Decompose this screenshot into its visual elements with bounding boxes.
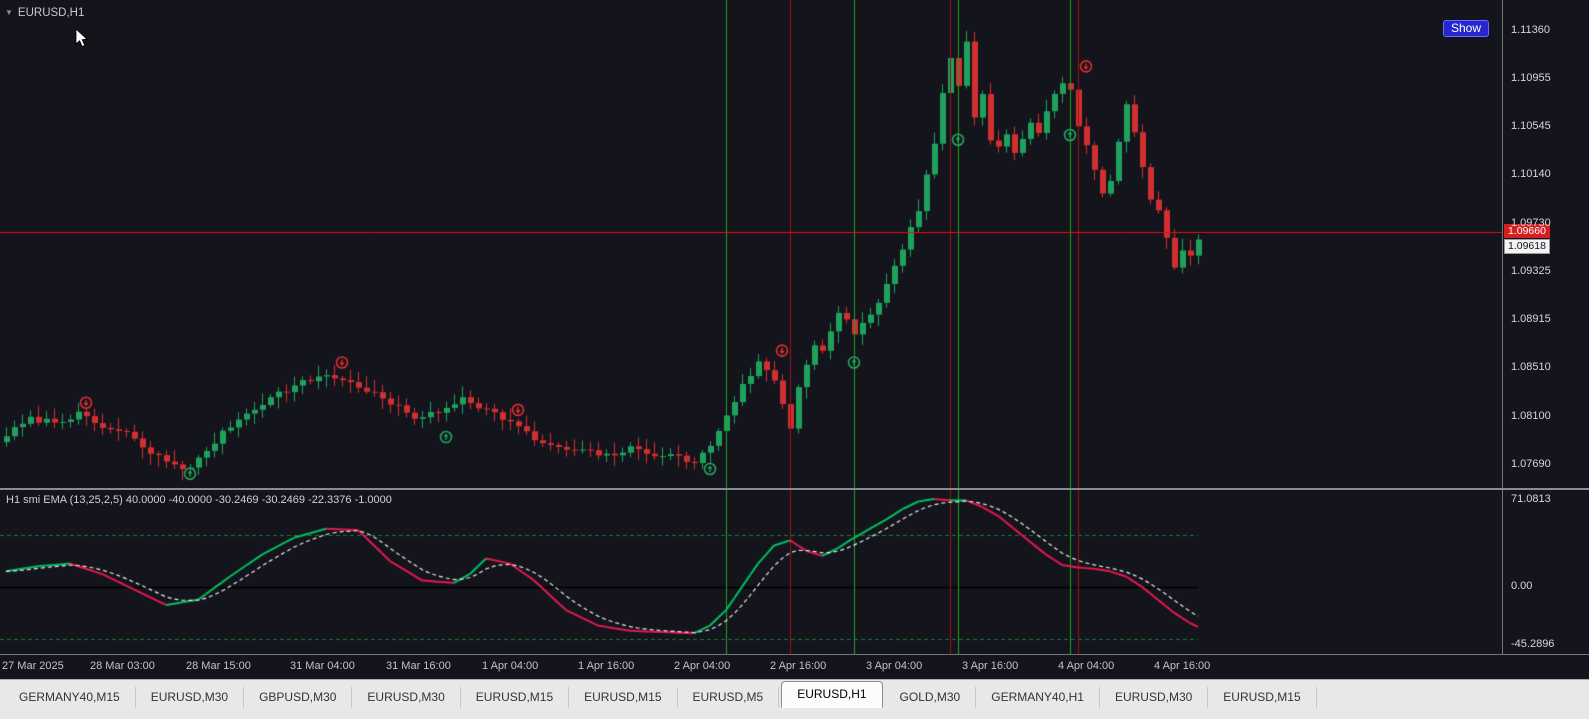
mouse-cursor-icon	[75, 28, 88, 48]
chart-tab[interactable]: EURUSD,M30	[352, 687, 461, 708]
price-tick-label: 1.09325	[1511, 264, 1551, 277]
time-axis-label: 4 Apr 16:00	[1154, 660, 1211, 672]
time-axis-label: 28 Mar 03:00	[90, 660, 155, 672]
price-tick-label: 1.07690	[1511, 458, 1551, 471]
price-tick-label: 1.09730	[1511, 216, 1551, 229]
price-tick-label: 1.11360	[1511, 23, 1550, 36]
chart-tab[interactable]: EURUSD,M30	[136, 687, 245, 708]
chart-tabs-row: GERMANY40,M15 EURUSD,M30 GBPUSD,M30 EURUSD,…	[0, 680, 1589, 708]
chart-tab-active[interactable]: EURUSD,H1	[781, 681, 883, 708]
chart-tab-bar: GERMANY40,M15 EURUSD,M30 GBPUSD,M30 EURUSD,…	[0, 679, 1589, 719]
smi-indicator-pane[interactable]: H1 smi EMA (13,25,2,5) 40.0000 -40.0000 …	[0, 490, 1502, 654]
bid-price-tag: 1.09618	[1504, 239, 1550, 255]
price-tick-label: 1.08915	[1511, 313, 1551, 326]
time-axis-label: 31 Mar 16:00	[386, 660, 451, 672]
price-tick-label: 1.08100	[1511, 409, 1551, 422]
chart-tab[interactable]: EURUSD,M15	[569, 687, 678, 708]
chart-tab[interactable]: EURUSD,M5	[678, 687, 780, 708]
chart-tab[interactable]: EURUSD,M15	[461, 687, 570, 708]
chart-tab[interactable]: GERMANY40,M15	[4, 687, 136, 708]
price-tick-label: 1.10955	[1511, 71, 1551, 84]
time-axis-label: 3 Apr 16:00	[962, 660, 1019, 672]
show-button[interactable]: Show	[1443, 20, 1490, 37]
indicator-tick-label: 71.0813	[1511, 493, 1551, 505]
price-tick-label: 1.08510	[1511, 361, 1551, 374]
chart-tab[interactable]: EURUSD,M15	[1208, 687, 1317, 708]
indicator-tick-label: -45.2896	[1511, 638, 1555, 651]
time-axis-label: 1 Apr 04:00	[482, 660, 539, 672]
symbol-period-label: ▼ EURUSD,H1	[5, 7, 84, 19]
collapse-triangle-icon[interactable]: ▼	[5, 8, 13, 17]
price-tick-label: 1.10140	[1511, 168, 1551, 181]
time-axis-label: 1 Apr 16:00	[578, 660, 635, 672]
smi-indicator-canvas[interactable]	[0, 490, 1502, 654]
candlestick-chart-canvas[interactable]	[0, 0, 1502, 488]
time-axis-label: 31 Mar 04:00	[290, 660, 355, 672]
indicator-tick-label: 0.00	[1511, 579, 1533, 592]
time-axis-label: 4 Apr 04:00	[1058, 660, 1115, 672]
chart-tab[interactable]: EURUSD,M30	[1100, 687, 1209, 708]
chart-tab[interactable]: GERMANY40,H1	[976, 687, 1100, 708]
price-axis[interactable]: 1.09660 1.09618 1.11360 1.10955 1.10545 1.1…	[1502, 0, 1589, 488]
time-axis[interactable]: 27 Mar 2025 28 Mar 03:00 28 Mar 15:00 31 Ma…	[0, 654, 1589, 679]
main-price-pane[interactable]: ▼ EURUSD,H1 Show	[0, 0, 1502, 488]
chart-tab[interactable]: GOLD,M30	[885, 687, 977, 708]
time-axis-label: 2 Apr 04:00	[674, 660, 731, 672]
time-axis-label: 28 Mar 15:00	[186, 660, 251, 672]
red-line-price-tag: 1.09660	[1504, 224, 1550, 239]
time-axis-label: 2 Apr 16:00	[770, 660, 827, 672]
time-axis-label: 27 Mar 2025	[2, 660, 64, 672]
time-axis-label: 3 Apr 04:00	[866, 660, 923, 672]
chart-region: ▼ EURUSD,H1 Show H1 smi EMA (13,25,2,5) …	[0, 0, 1589, 654]
indicator-label: H1 smi EMA (13,25,2,5) 40.0000 -40.0000 …	[6, 494, 392, 506]
symbol-text: EURUSD,H1	[17, 7, 85, 19]
price-tick-label: 1.10545	[1511, 120, 1551, 133]
pane-splitter[interactable]	[0, 488, 1589, 490]
chart-tab[interactable]: GBPUSD,M30	[244, 687, 353, 708]
indicator-axis[interactable]: 71.0813 0.00 -45.2896	[1502, 490, 1589, 654]
